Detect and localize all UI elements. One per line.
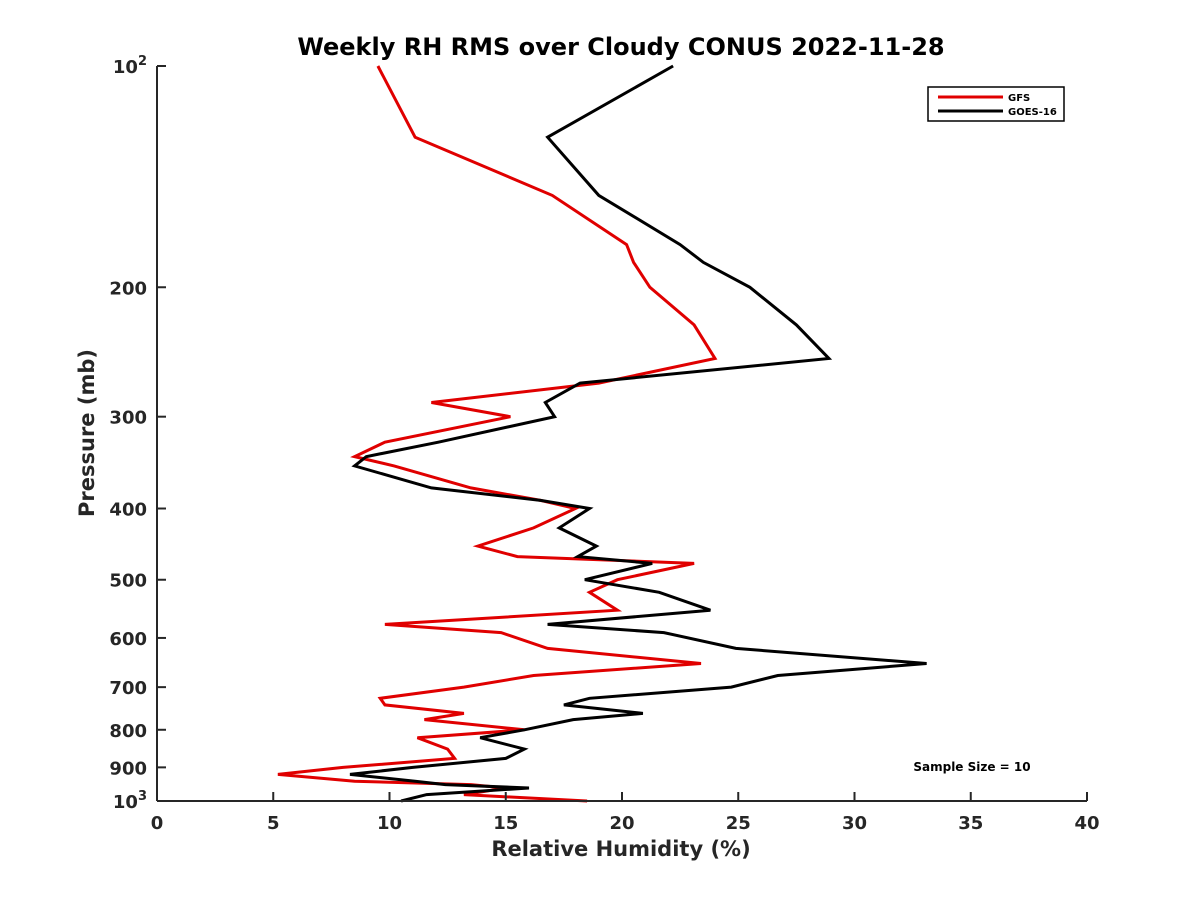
- legend-label: GFS: [1008, 93, 1030, 104]
- series-line-gfs: [277, 65, 718, 803]
- legend-label: GOES-16: [1008, 107, 1057, 118]
- y-axis-ticks: 102 200 300 400 500 600 700 800 900 103: [109, 54, 166, 813]
- legend-box: [927, 86, 1065, 122]
- series-line-goes-16: [349, 64, 927, 803]
- y-tick-label: 500: [109, 571, 147, 592]
- x-tick-label: 5: [267, 813, 280, 834]
- plot-area: [277, 64, 927, 803]
- y-tick-label: 900: [109, 758, 147, 779]
- y-tick-label: 600: [109, 629, 147, 650]
- sample-size-annotation: Sample Size = 10: [913, 760, 1030, 774]
- legend: GFS GOES-16: [927, 86, 1065, 122]
- y-tick-label: 102: [113, 54, 147, 78]
- y-tick-label: 300: [109, 408, 147, 429]
- y-axis-label: Pressure (mb): [75, 349, 99, 517]
- x-tick-label: 15: [493, 813, 518, 834]
- y-tick-label: 103: [113, 789, 147, 813]
- x-tick-label: 25: [726, 813, 751, 834]
- x-axis-ticks: 0 5 10 15 20 25 30 35 40: [151, 792, 1100, 834]
- x-tick-label: 35: [958, 813, 983, 834]
- x-tick-label: 30: [842, 813, 867, 834]
- x-tick-label: 40: [1074, 813, 1099, 834]
- x-axis-label: Relative Humidity (%): [491, 837, 750, 861]
- y-tick-label: 800: [109, 721, 147, 742]
- y-tick-label: 200: [109, 278, 147, 299]
- x-tick-label: 0: [151, 813, 164, 834]
- x-tick-label: 10: [377, 813, 402, 834]
- x-tick-label: 20: [609, 813, 634, 834]
- y-tick-label: 400: [109, 500, 147, 521]
- chart-title: Weekly RH RMS over Cloudy CONUS 2022-11-…: [297, 33, 944, 61]
- y-tick-label: 700: [109, 678, 147, 699]
